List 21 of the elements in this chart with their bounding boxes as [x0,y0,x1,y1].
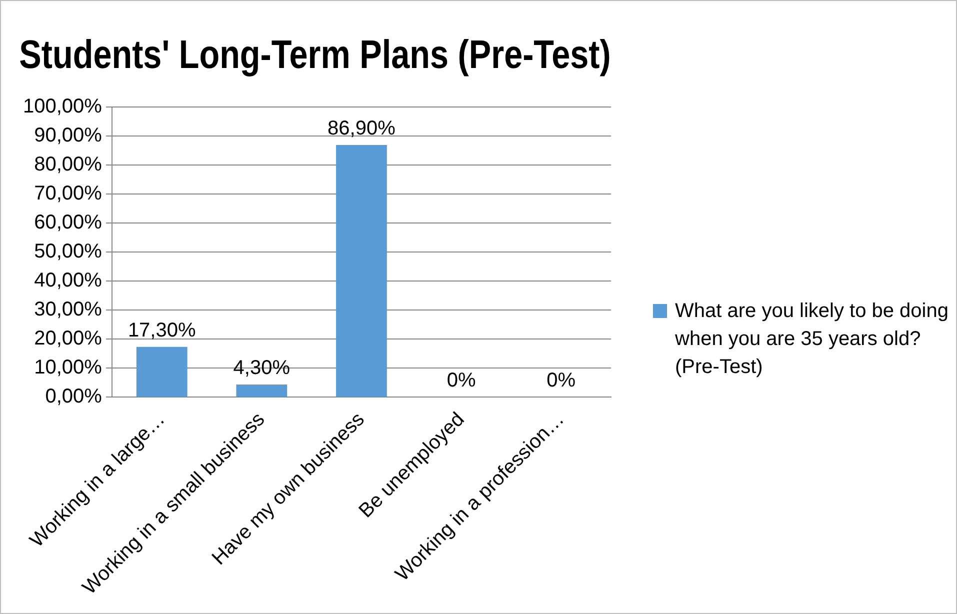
y-tick-label: 40,00% [34,270,102,292]
data-label: 4,30% [233,357,290,380]
y-tick-label: 80,00% [34,154,102,176]
y-tick-label: 100,00% [22,96,102,118]
y-tick-label: 30,00% [34,298,102,321]
data-label: 17,30% [128,319,196,342]
chart-title: Students' Long-Term Plans (Pre-Test) [19,32,611,77]
data-label: 0% [546,370,576,392]
y-tick-label: 70,00% [34,182,102,205]
y-tick-label: 20,00% [34,328,102,350]
y-tick-label: 90,00% [34,124,102,147]
bar [336,144,387,397]
y-tick-label: 0,00% [45,386,102,408]
y-tick-label: 60,00% [34,212,102,234]
bar [136,346,188,397]
data-label: 86,90% [328,118,396,140]
data-label: 0% [446,370,476,392]
y-tick-label: 50,00% [34,240,102,263]
bar [236,384,288,397]
y-tick-label: 10,00% [34,356,102,379]
legend-label: What are you likely to be doing when you are 35 years old? (Pre-Test) [675,299,950,380]
